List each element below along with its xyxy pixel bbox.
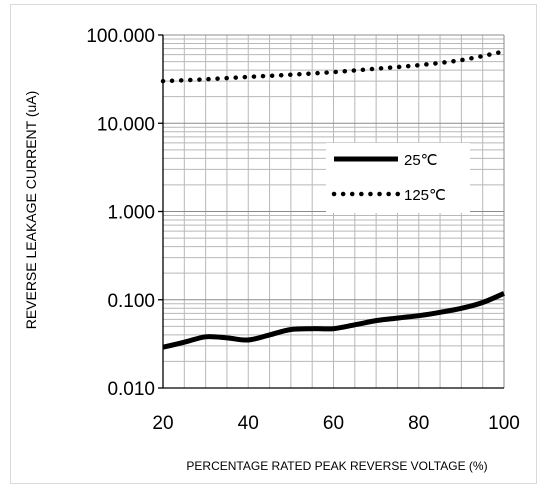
y-tick-label: 100.000 bbox=[86, 26, 155, 47]
y-axis-title: REVERSE LEAKAGE CURRENT (uA) bbox=[23, 91, 39, 330]
legend-label-25c: 25℃ bbox=[404, 152, 438, 169]
series-layer bbox=[160, 49, 507, 350]
series-25c-line bbox=[162, 291, 505, 350]
axis-layer: 0.010 0.100 1.000 10.000 100.000 20 40 60 80 100 bbox=[86, 26, 520, 434]
legend-label-125c: 125℃ bbox=[404, 187, 446, 204]
x-tick-label: 80 bbox=[408, 413, 429, 434]
y-tick-label: 0.010 bbox=[107, 379, 155, 400]
x-tick-label: 40 bbox=[238, 413, 259, 434]
x-tick-label: 20 bbox=[152, 413, 173, 434]
legend: 25℃ 125℃ bbox=[326, 143, 470, 213]
y-tick-label: 10.000 bbox=[97, 114, 155, 135]
y-tick-label: 0.100 bbox=[107, 291, 155, 312]
x-tick-label: 60 bbox=[323, 413, 344, 434]
chart-frame bbox=[10, 4, 537, 484]
y-tick-label: 1.000 bbox=[107, 203, 155, 224]
legend-box bbox=[326, 143, 470, 213]
series-125c-line bbox=[160, 49, 507, 84]
x-axis-title: PERCENTAGE RATED PEAK REVERSE VOLTAGE (%… bbox=[186, 459, 487, 473]
x-tick-label: 100 bbox=[488, 413, 520, 434]
